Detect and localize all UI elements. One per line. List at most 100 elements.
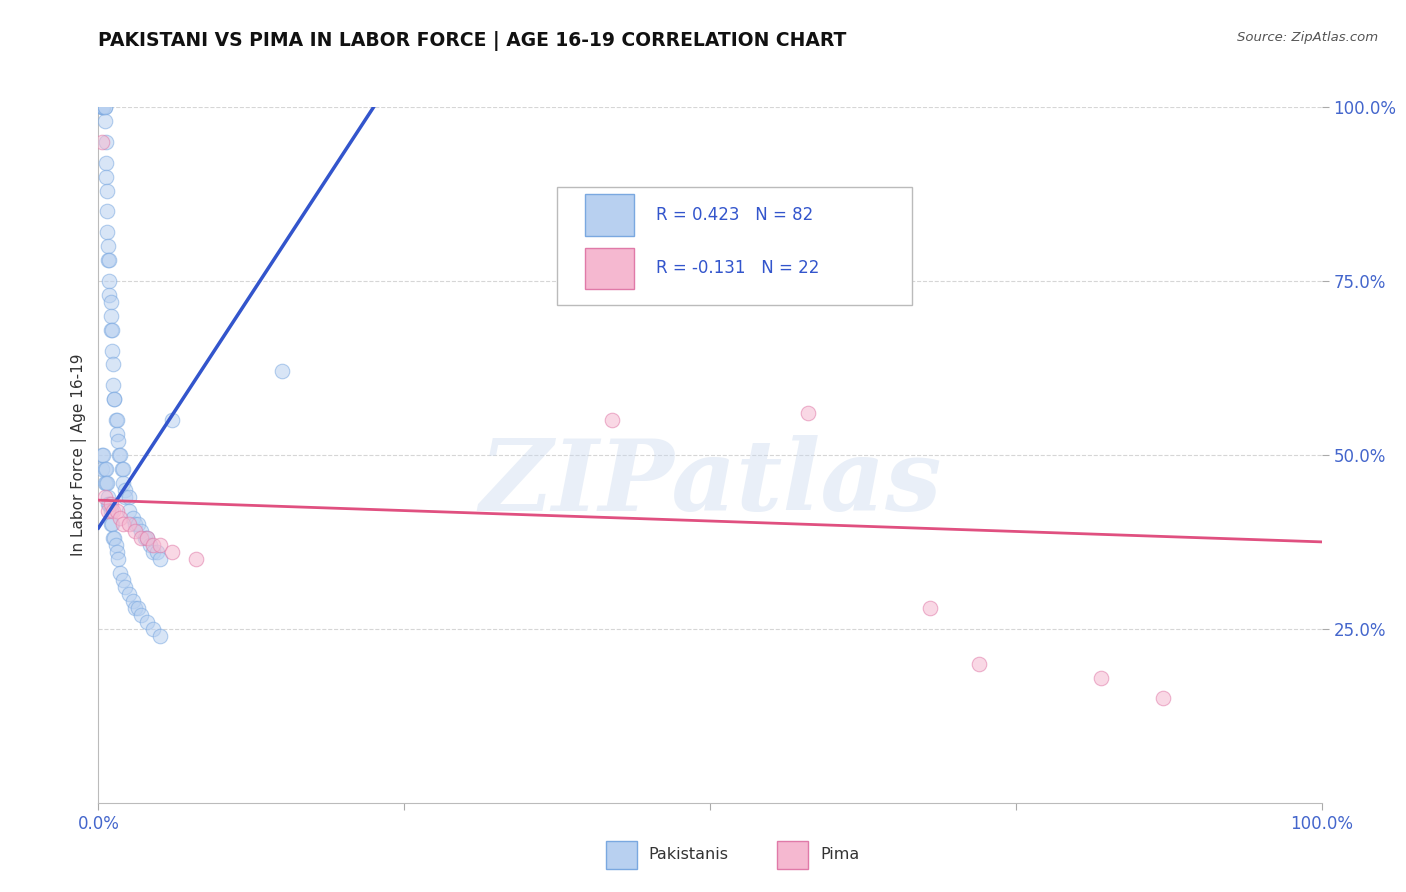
Point: [98, 288, 121, 302]
Text: Pima: Pima: [820, 847, 859, 863]
Point: [107, 434, 129, 448]
Point: [93, 475, 115, 490]
Point: [93, 114, 115, 128]
Point: [149, 538, 172, 552]
Point: [118, 503, 141, 517]
Point: [127, 517, 149, 532]
Point: [100, 309, 122, 323]
Point: [94, 169, 117, 184]
Point: [160, 413, 183, 427]
Text: R = -0.131   N = 22: R = -0.131 N = 22: [657, 260, 820, 277]
Point: [96, 225, 118, 239]
Point: [129, 524, 152, 539]
Point: [1090, 671, 1112, 685]
Bar: [585, 194, 634, 235]
Point: [111, 517, 134, 532]
Point: [104, 413, 127, 427]
Point: [100, 294, 122, 309]
Point: [108, 448, 131, 462]
Bar: [585, 248, 634, 289]
Point: [136, 615, 159, 629]
Point: [101, 343, 124, 358]
Point: [100, 503, 122, 517]
Y-axis label: In Labor Force | Age 16-19: In Labor Force | Age 16-19: [72, 353, 87, 557]
Point: [101, 517, 124, 532]
Point: [91, 100, 114, 114]
Text: R = 0.423   N = 82: R = 0.423 N = 82: [657, 206, 814, 224]
Point: [136, 532, 159, 546]
Point: [91, 100, 114, 114]
Point: [111, 462, 134, 476]
Point: [100, 517, 122, 532]
Point: [101, 378, 124, 392]
Point: [124, 601, 146, 615]
Point: [114, 490, 136, 504]
Point: [111, 573, 134, 587]
Point: [97, 503, 120, 517]
FancyBboxPatch shape: [557, 187, 912, 305]
Point: [160, 545, 183, 559]
Point: [101, 532, 124, 546]
Point: [94, 462, 117, 476]
Point: [91, 462, 114, 476]
Point: [121, 510, 143, 524]
Point: [118, 490, 141, 504]
Point: [97, 490, 120, 504]
Point: [149, 552, 172, 566]
Point: [186, 552, 208, 566]
Point: [110, 566, 132, 581]
Point: [920, 601, 942, 615]
Point: [97, 239, 120, 253]
Text: PAKISTANI VS PIMA IN LABOR FORCE | AGE 16-19 CORRELATION CHART: PAKISTANI VS PIMA IN LABOR FORCE | AGE 1…: [98, 31, 846, 51]
Point: [103, 532, 125, 546]
Point: [93, 100, 115, 114]
Point: [101, 503, 124, 517]
Point: [142, 538, 165, 552]
Point: [134, 532, 156, 546]
Point: [270, 364, 294, 378]
Point: [146, 545, 169, 559]
Point: [105, 427, 128, 442]
Point: [101, 358, 124, 372]
Point: [97, 253, 120, 268]
Point: [98, 497, 121, 511]
Point: [91, 100, 114, 114]
Point: [124, 517, 146, 532]
Point: [96, 475, 118, 490]
Point: [96, 184, 118, 198]
Point: [93, 100, 115, 114]
Point: [136, 532, 159, 546]
Point: [97, 497, 120, 511]
Point: [94, 155, 117, 169]
Point: [114, 483, 136, 497]
Point: [110, 448, 132, 462]
Point: [94, 135, 117, 149]
Point: [111, 462, 134, 476]
Point: [967, 657, 990, 671]
Point: [149, 629, 172, 643]
Point: [111, 475, 134, 490]
Point: [91, 448, 114, 462]
Point: [93, 490, 115, 504]
Point: [129, 532, 152, 546]
Point: [110, 510, 132, 524]
Point: [121, 594, 143, 608]
Point: [797, 406, 820, 420]
Point: [107, 552, 129, 566]
Point: [91, 100, 114, 114]
Point: [103, 392, 125, 407]
Point: [98, 253, 121, 268]
Point: [118, 517, 141, 532]
Text: Pakistanis: Pakistanis: [648, 847, 728, 863]
Point: [104, 538, 127, 552]
Point: [114, 580, 136, 594]
Bar: [778, 841, 808, 869]
Point: [105, 545, 128, 559]
Point: [100, 323, 122, 337]
Bar: [606, 841, 637, 869]
Point: [94, 475, 117, 490]
Point: [98, 274, 121, 288]
Point: [142, 545, 165, 559]
Point: [91, 135, 114, 149]
Point: [91, 448, 114, 462]
